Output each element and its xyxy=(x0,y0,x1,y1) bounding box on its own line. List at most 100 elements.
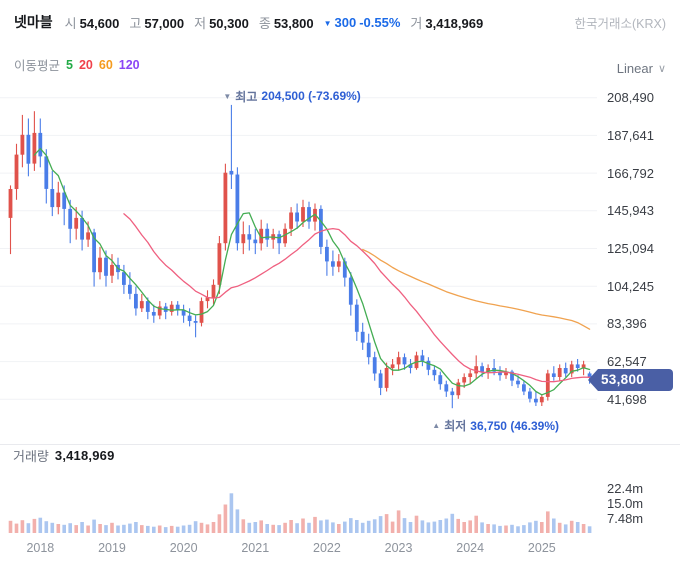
candle-body xyxy=(92,232,96,273)
volume-bar xyxy=(62,524,66,533)
scale-selector[interactable]: Linear ∨ xyxy=(617,61,666,76)
candle-body xyxy=(20,134,25,155)
volume-bar xyxy=(480,522,484,533)
year-tick-label: 2024 xyxy=(456,541,485,555)
ma-legend-item-60[interactable]: 60 xyxy=(98,57,113,72)
volume-bar xyxy=(360,522,365,533)
candle-body xyxy=(265,228,270,240)
candle-body xyxy=(354,304,359,332)
candle-body xyxy=(26,134,31,164)
price-summary: 넷마블 시 54,600 고 57,000 저 50,300 종 53,800 … xyxy=(14,12,493,32)
ma-legend-item-5[interactable]: 5 xyxy=(66,57,73,72)
volume-bar xyxy=(414,515,419,533)
volume-bar xyxy=(432,521,437,533)
volume-bar xyxy=(116,525,120,533)
volume-bar xyxy=(450,513,455,533)
volume-bar xyxy=(289,520,293,533)
volume-bar xyxy=(307,522,311,533)
volume-bar xyxy=(384,514,389,533)
volume-bar xyxy=(56,524,61,533)
year-tick-label: 2025 xyxy=(527,541,556,555)
volume-bar xyxy=(456,518,460,533)
volume-bar xyxy=(140,525,144,533)
candle-body xyxy=(283,228,287,244)
volume-bar xyxy=(110,522,114,533)
price-tick-label: 208,490 xyxy=(607,90,654,106)
volume-bar xyxy=(468,520,472,533)
candle-body xyxy=(14,154,19,189)
volume-bar xyxy=(86,525,90,533)
volume-bar xyxy=(14,523,19,533)
candle-body xyxy=(289,212,293,229)
candle-body xyxy=(62,192,67,209)
candle-body xyxy=(539,396,544,403)
candle-body xyxy=(510,371,514,381)
volume-bar xyxy=(98,524,102,533)
candle-body xyxy=(444,384,449,392)
candle-body xyxy=(223,172,228,244)
candle-body xyxy=(128,284,132,294)
candle-body xyxy=(331,261,335,267)
volume-bar xyxy=(569,520,574,533)
volume-bar xyxy=(337,524,341,533)
up-triangle-icon: ▲ xyxy=(432,421,441,431)
volume-bar xyxy=(92,519,96,533)
price-tick-label: 166,792 xyxy=(607,165,654,181)
volume-bar xyxy=(217,514,222,533)
volume-bar xyxy=(26,523,31,533)
price-tick-label: 83,396 xyxy=(607,316,647,332)
candle-body xyxy=(307,207,311,222)
volume-bar xyxy=(438,520,443,533)
candle-body xyxy=(157,306,162,316)
candle-body xyxy=(122,272,126,285)
volume-bar xyxy=(325,519,329,533)
candle-body xyxy=(522,384,526,392)
ma-legend-item-120[interactable]: 120 xyxy=(118,57,140,72)
year-tick-label: 2021 xyxy=(241,541,270,555)
volume-bar xyxy=(349,518,353,533)
price-tick-label: 145,943 xyxy=(607,203,654,219)
volume-bar xyxy=(122,524,126,533)
candle-body xyxy=(468,373,473,377)
volume-bar xyxy=(175,526,180,533)
volume-bar xyxy=(444,518,449,533)
volume-bar xyxy=(74,525,78,533)
candle-body xyxy=(56,192,61,208)
volume-bar xyxy=(247,522,252,533)
candle-body xyxy=(372,357,377,374)
volume-tick-label: 7.48m xyxy=(607,510,644,526)
high-annotation: ▼ 최고 204,500 (-73.69%) xyxy=(223,89,361,104)
volume-bar xyxy=(235,509,240,533)
candle-body xyxy=(534,398,538,403)
ma-line-5 xyxy=(33,147,591,396)
open-stat: 시 54,600 xyxy=(64,15,120,31)
volume-bar xyxy=(205,524,210,533)
volume-bar xyxy=(534,520,538,533)
candle-body xyxy=(551,373,556,377)
low-annotation-value: 36,750 (46.39%) xyxy=(470,418,560,433)
candle-body xyxy=(342,261,347,278)
change-value: 300 xyxy=(334,14,357,30)
candle-body xyxy=(98,257,102,273)
volume-bar xyxy=(241,519,246,533)
volume-bar xyxy=(390,521,395,533)
high-annotation-value: 204,500 (-73.69%) xyxy=(261,89,361,104)
candle-body xyxy=(50,189,55,208)
year-tick-label: 2020 xyxy=(169,541,198,555)
candle-body xyxy=(44,156,49,189)
volume-bar xyxy=(181,525,186,533)
low-annotation: ▲ 최저 36,750 (46.39%) xyxy=(432,418,560,434)
volume-bar xyxy=(396,510,401,533)
candle-body xyxy=(462,377,467,383)
volume-bar xyxy=(366,520,371,533)
candle-body xyxy=(420,355,425,361)
volume-bar xyxy=(265,524,269,533)
ma-legend-item-20[interactable]: 20 xyxy=(78,57,93,72)
candle-body xyxy=(456,382,461,396)
down-arrow-icon: ▼ xyxy=(323,18,332,28)
volume-bar xyxy=(157,525,162,533)
candle-body xyxy=(193,321,198,323)
volume-bar xyxy=(355,520,359,533)
